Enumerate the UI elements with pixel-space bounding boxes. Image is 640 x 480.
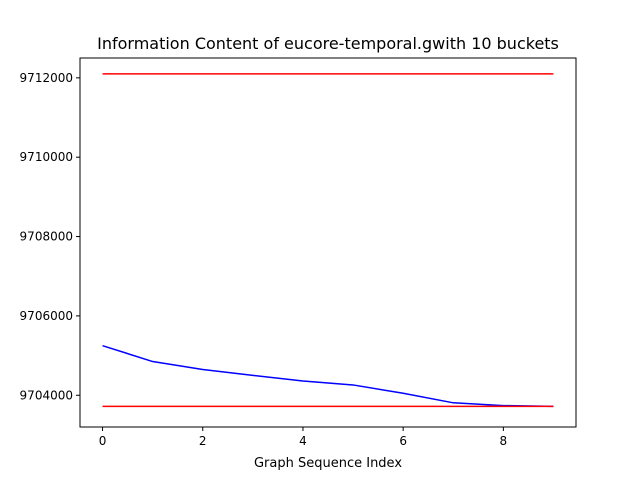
- y-tick-label: 9704000: [20, 388, 73, 402]
- y-tick-label: 9708000: [20, 230, 73, 244]
- x-tick-label: 8: [500, 434, 508, 448]
- axis-layer: 0 2 4 6 8 9704000 9706000 9708000 9710000 9712000: [20, 71, 508, 448]
- x-tick-label: 6: [399, 434, 407, 448]
- x-tick-label: 2: [199, 434, 207, 448]
- x-tick-label: 0: [99, 434, 107, 448]
- x-tick-label: 4: [299, 434, 307, 448]
- x-axis-label: Graph Sequence Index: [254, 456, 402, 471]
- series-line-0: [102, 344, 554, 408]
- y-tick-label: 9710000: [20, 150, 73, 164]
- y-tick-label: 9712000: [20, 71, 73, 85]
- y-tick-label: 9706000: [20, 309, 73, 323]
- series-layer: [102, 73, 554, 408]
- plot-frame: [79, 57, 577, 428]
- chart-title: Information Content of eucore-temporal.g…: [97, 34, 559, 53]
